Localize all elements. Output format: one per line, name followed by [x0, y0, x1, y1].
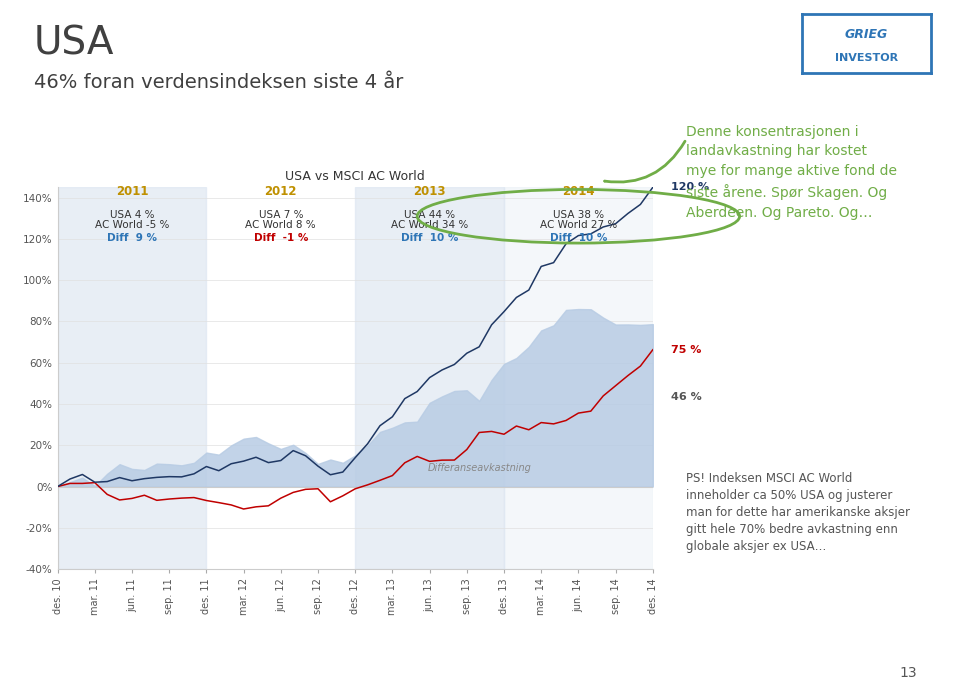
Bar: [355, 187, 504, 569]
Bar: [58, 187, 206, 569]
Text: USA 4 %: USA 4 %: [109, 210, 155, 220]
Text: GRIEG: GRIEG: [845, 28, 888, 41]
Title: USA vs MSCI AC World: USA vs MSCI AC World: [285, 171, 425, 183]
Text: USA 7 %: USA 7 %: [258, 210, 303, 220]
Text: AC World 34 %: AC World 34 %: [391, 221, 468, 230]
Text: 2014: 2014: [563, 185, 594, 198]
Text: 2013: 2013: [414, 185, 445, 198]
Text: AC World 27 %: AC World 27 %: [540, 221, 617, 230]
Text: 120 %: 120 %: [671, 183, 709, 192]
Text: AC World -5 %: AC World -5 %: [95, 221, 169, 230]
Text: Diff  9 %: Diff 9 %: [107, 232, 157, 243]
Text: AC World 8 %: AC World 8 %: [246, 221, 316, 230]
Text: USA 44 %: USA 44 %: [404, 210, 455, 220]
Text: 2011: 2011: [116, 185, 148, 198]
Text: Diff  10 %: Diff 10 %: [401, 232, 458, 243]
Text: Diff  -1 %: Diff -1 %: [253, 232, 308, 243]
Text: Denne konsentrasjonen i
landavkastning har kostet
mye for mange aktive fond de
s: Denne konsentrasjonen i landavkastning h…: [686, 125, 898, 220]
Text: Diff  10 %: Diff 10 %: [550, 232, 607, 243]
Text: 46 %: 46 %: [671, 392, 702, 403]
Text: INVESTOR: INVESTOR: [835, 53, 898, 63]
Text: PS! Indeksen MSCI AC World
inneholder ca 50% USA og justerer
man for dette har a: PS! Indeksen MSCI AC World inneholder ca…: [686, 472, 910, 553]
Bar: [504, 187, 653, 569]
Text: 13: 13: [900, 666, 917, 680]
Text: USA: USA: [34, 24, 114, 62]
Text: 46% foran verdensindeksen siste 4 år: 46% foran verdensindeksen siste 4 år: [34, 73, 403, 92]
Text: 2012: 2012: [265, 185, 297, 198]
Text: USA 38 %: USA 38 %: [553, 210, 604, 220]
Text: Differanseavkastning: Differanseavkastning: [427, 463, 531, 473]
Text: 75 %: 75 %: [671, 345, 702, 355]
